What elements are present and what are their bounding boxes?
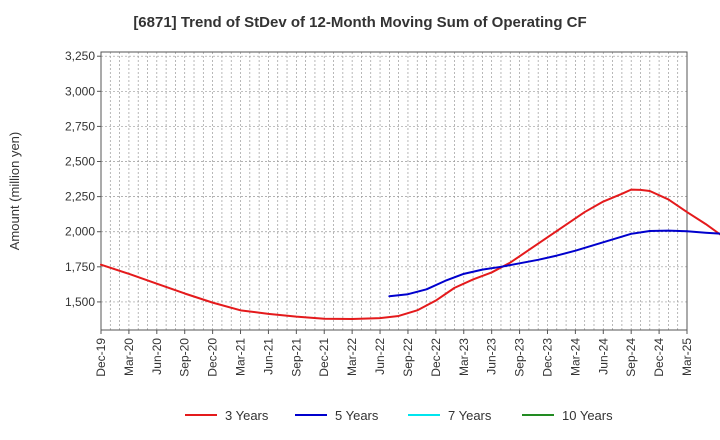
y-tick-label: 2,750 [65, 119, 95, 133]
x-tick-label: Sep-24 [624, 338, 638, 377]
x-tick-label: Jun-22 [373, 338, 387, 375]
x-tick-label: Mar-25 [680, 338, 694, 376]
legend: 3 Years 5 Years 7 Years 10 Years [185, 408, 613, 423]
x-tick-label: Mar-21 [234, 338, 248, 376]
y-tick-label: 2,500 [65, 155, 95, 169]
x-tick-label: Dec-24 [652, 338, 666, 377]
x-tick-label: Mar-20 [122, 338, 136, 376]
x-tick-label: Sep-20 [178, 338, 192, 377]
grid [100, 52, 688, 330]
x-tick-label: Mar-23 [457, 338, 471, 376]
series-line-5-years [388, 229, 720, 298]
legend-label: 5 Years [335, 408, 379, 423]
series-line-3-years [100, 188, 720, 321]
x-tick-label: Jun-24 [596, 338, 610, 375]
series-layer [100, 188, 720, 321]
legend-label: 7 Years [448, 408, 492, 423]
x-tick-label: Mar-22 [345, 338, 359, 376]
x-tick-label: Sep-22 [401, 338, 415, 377]
y-tick-label: 3,250 [65, 49, 95, 63]
x-tick-label: Dec-23 [540, 338, 554, 377]
chart-title: [6871] Trend of StDev of 12-Month Moving… [133, 14, 587, 31]
x-tick-label: Sep-21 [289, 338, 303, 377]
x-tick-label: Jun-20 [150, 338, 164, 375]
legend-label: 10 Years [562, 408, 613, 423]
x-axis: Dec-19 Mar-20 Jun-20 Sep-20 Dec-20 Mar-21 Jun-… [94, 330, 694, 377]
y-axis: 1,500 1,750 2,000 2,250 2,500 2,750 3,000 3,250 [65, 49, 101, 309]
x-tick-label: Mar-24 [568, 338, 582, 376]
x-tick-label: Jun-23 [485, 338, 499, 375]
x-tick-label: Dec-21 [317, 338, 331, 377]
x-tick-label: Sep-23 [513, 338, 527, 377]
x-tick-label: Dec-22 [429, 338, 443, 377]
x-tick-label: Dec-19 [94, 338, 108, 377]
legend-label: 3 Years [225, 408, 269, 423]
x-tick-label: Jun-21 [261, 338, 275, 375]
plot-frame [100, 51, 688, 331]
y-axis-label: Amount (million yen) [7, 132, 22, 251]
y-tick-label: 2,000 [65, 225, 95, 239]
y-tick-label: 1,500 [65, 295, 95, 309]
y-tick-label: 1,750 [65, 260, 95, 274]
x-tick-label: Dec-20 [206, 338, 220, 377]
y-tick-label: 2,250 [65, 190, 95, 204]
y-tick-label: 3,000 [65, 84, 95, 98]
